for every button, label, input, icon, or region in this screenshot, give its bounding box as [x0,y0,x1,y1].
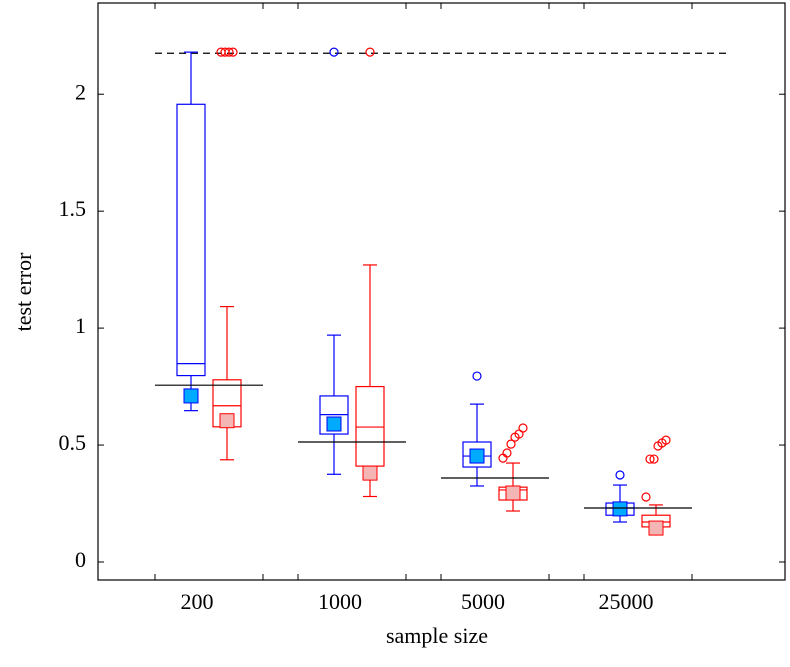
y-tick-label: 1 [75,313,86,338]
outlier [641,492,651,502]
outlier [228,47,238,57]
x-tick-label: 200 [181,589,214,614]
outlier [661,435,671,445]
mean-marker [362,465,378,481]
y-axis-label: test error [11,252,36,331]
y-tick-label: 0 [75,547,86,572]
x-axis-label: sample size [386,623,488,648]
outlier [498,453,508,463]
outlier [506,439,516,449]
x-tick-label: 5000 [461,589,505,614]
outlier [329,47,339,57]
mean-marker [612,501,628,517]
outlier [649,454,659,464]
x-tick-label: 25000 [599,589,654,614]
outlier [224,47,234,57]
box [355,385,385,467]
outlier [365,47,375,57]
plot-frame [97,2,786,581]
mean-marker [219,413,235,429]
box [176,103,206,377]
y-tick-label: 2 [75,79,86,104]
mean-marker [469,448,485,464]
outlier [472,371,482,381]
outlier [502,448,512,458]
mean-marker [183,388,199,404]
outlier [645,454,655,464]
mean-marker [648,520,664,536]
box [462,441,492,468]
outlier [518,423,528,433]
mean-marker [326,416,342,432]
outlier [615,470,625,480]
y-tick-label: 1.5 [59,196,87,221]
y-tick-label: 0.5 [59,430,87,455]
x-tick-label: 1000 [318,589,362,614]
mean-marker [505,485,521,501]
